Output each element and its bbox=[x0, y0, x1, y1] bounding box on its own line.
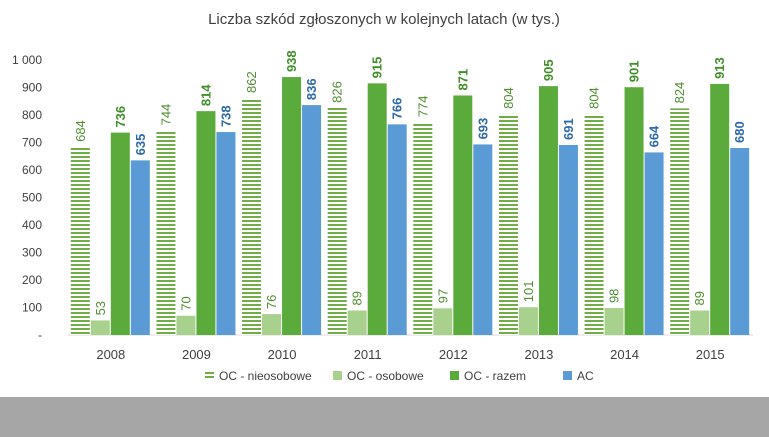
x-tick-label: 2008 bbox=[96, 347, 125, 362]
bar bbox=[242, 97, 262, 335]
data-label: 826 bbox=[330, 81, 345, 103]
data-label: 97 bbox=[435, 289, 450, 303]
y-tick-label: 1 000 bbox=[12, 53, 42, 67]
bar bbox=[282, 77, 302, 336]
data-label: 804 bbox=[587, 87, 602, 109]
bar bbox=[538, 86, 558, 335]
bar bbox=[90, 320, 110, 335]
data-label: 913 bbox=[712, 57, 727, 79]
legend-swatch bbox=[563, 371, 572, 380]
bar bbox=[433, 308, 453, 335]
x-tick-label: 2009 bbox=[182, 347, 211, 362]
x-axis: 2008 2009 2010 2011 2012 2013 2014 2015 bbox=[96, 347, 724, 362]
bar bbox=[196, 111, 216, 336]
data-label: 736 bbox=[113, 106, 128, 128]
data-label: 862 bbox=[244, 71, 259, 93]
data-label: 664 bbox=[647, 125, 662, 147]
plot-area: 684 53 736 635 744 70 814 738 862 76 938 836 826 89 91… bbox=[70, 50, 750, 336]
bar bbox=[670, 108, 690, 336]
data-label: 53 bbox=[93, 301, 108, 315]
y-tick-label: 800 bbox=[22, 108, 42, 122]
data-label: 89 bbox=[350, 291, 365, 305]
bar bbox=[498, 113, 518, 336]
bar bbox=[216, 132, 236, 335]
data-label: 871 bbox=[455, 69, 470, 91]
legend: OC - nieosobowe OC - osobowe OC - razem AC bbox=[205, 369, 594, 383]
data-label: 76 bbox=[264, 295, 279, 309]
data-label: 836 bbox=[304, 78, 319, 100]
bar bbox=[558, 144, 578, 335]
bar bbox=[710, 83, 730, 335]
bar bbox=[302, 105, 322, 335]
x-tick-label: 2010 bbox=[268, 347, 297, 362]
legend-label: OC - nieosobowe bbox=[219, 369, 312, 383]
y-tick-label: 700 bbox=[22, 136, 42, 150]
bar bbox=[518, 307, 538, 335]
y-tick-label: 300 bbox=[22, 246, 42, 260]
data-label: 804 bbox=[501, 87, 516, 109]
bar bbox=[584, 113, 604, 336]
bar bbox=[262, 314, 282, 335]
data-label: 70 bbox=[178, 296, 193, 310]
data-label: 98 bbox=[607, 289, 622, 303]
data-label: 89 bbox=[692, 291, 707, 305]
data-label: 635 bbox=[133, 134, 148, 156]
legend-swatch bbox=[333, 371, 342, 380]
legend-label: OC - osobowe bbox=[347, 369, 424, 383]
bar bbox=[624, 87, 644, 335]
legend-label: AC bbox=[577, 369, 594, 383]
y-tick-label: 500 bbox=[22, 191, 42, 205]
y-tick-label: 900 bbox=[22, 81, 42, 95]
bar bbox=[110, 132, 130, 335]
bar bbox=[644, 152, 664, 335]
legend-swatch bbox=[205, 371, 214, 380]
bar bbox=[413, 122, 433, 336]
y-tick-label: 400 bbox=[22, 218, 42, 232]
data-label: 774 bbox=[415, 95, 430, 117]
x-tick-label: 2013 bbox=[524, 347, 553, 362]
data-label: 915 bbox=[370, 57, 385, 79]
bar bbox=[176, 315, 196, 335]
bar bbox=[130, 160, 150, 335]
bar bbox=[327, 107, 347, 335]
footer-band bbox=[0, 397, 769, 437]
x-tick-label: 2012 bbox=[439, 347, 468, 362]
data-label: 814 bbox=[198, 84, 213, 106]
bar bbox=[690, 310, 710, 335]
bar bbox=[387, 124, 407, 335]
bar bbox=[70, 146, 90, 335]
y-tick-label: 600 bbox=[22, 163, 42, 177]
data-label: 766 bbox=[390, 98, 405, 120]
data-label: 101 bbox=[521, 281, 536, 303]
bar bbox=[473, 144, 493, 335]
data-label: 684 bbox=[73, 120, 88, 142]
data-label: 938 bbox=[284, 50, 299, 72]
data-label: 680 bbox=[732, 121, 747, 143]
bar bbox=[604, 308, 624, 335]
data-label: 691 bbox=[561, 118, 576, 140]
bar bbox=[453, 95, 473, 335]
y-axis: - 100 200 300 400 500 600 700 800 900 1 000 bbox=[12, 53, 42, 342]
x-tick-label: 2014 bbox=[610, 347, 639, 362]
legend-label: OC - razem bbox=[464, 369, 526, 383]
bar bbox=[347, 310, 367, 335]
x-tick-label: 2011 bbox=[354, 347, 382, 362]
bar bbox=[367, 83, 387, 335]
y-tick-label: 200 bbox=[22, 273, 42, 287]
data-label: 824 bbox=[672, 82, 687, 104]
data-label: 744 bbox=[158, 104, 173, 126]
bar bbox=[156, 130, 176, 335]
y-tick-label: - bbox=[38, 328, 42, 342]
x-tick-label: 2015 bbox=[696, 347, 725, 362]
chart-title: Liczba szkód zgłoszonych w kolejnych lat… bbox=[208, 11, 560, 28]
data-label: 901 bbox=[627, 61, 642, 83]
data-label: 738 bbox=[218, 105, 233, 127]
legend-swatch bbox=[450, 371, 459, 380]
data-label: 905 bbox=[541, 59, 556, 81]
data-label: 693 bbox=[475, 118, 490, 140]
bar bbox=[730, 148, 750, 335]
y-tick-label: 100 bbox=[22, 301, 42, 315]
